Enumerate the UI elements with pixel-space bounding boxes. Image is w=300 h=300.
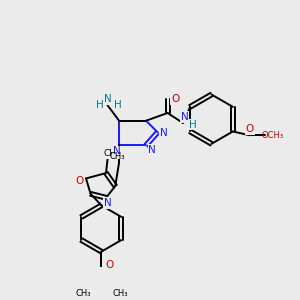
Text: H: H bbox=[96, 100, 104, 110]
Text: N: N bbox=[148, 145, 156, 155]
Text: H: H bbox=[114, 100, 122, 110]
Text: OCH₃: OCH₃ bbox=[262, 131, 284, 140]
Text: N: N bbox=[104, 198, 111, 208]
Text: O: O bbox=[76, 176, 84, 186]
Text: H: H bbox=[189, 119, 197, 130]
Text: N: N bbox=[113, 146, 121, 157]
Text: CH₃: CH₃ bbox=[103, 149, 120, 158]
Text: O: O bbox=[105, 260, 113, 271]
Text: N: N bbox=[181, 112, 188, 122]
Text: CH₃: CH₃ bbox=[112, 289, 128, 298]
Text: CH₃: CH₃ bbox=[75, 289, 91, 298]
Text: O: O bbox=[171, 94, 179, 104]
Text: N: N bbox=[160, 128, 168, 138]
Text: N: N bbox=[104, 94, 112, 104]
Text: CH₃: CH₃ bbox=[109, 152, 124, 161]
Text: O: O bbox=[246, 124, 254, 134]
